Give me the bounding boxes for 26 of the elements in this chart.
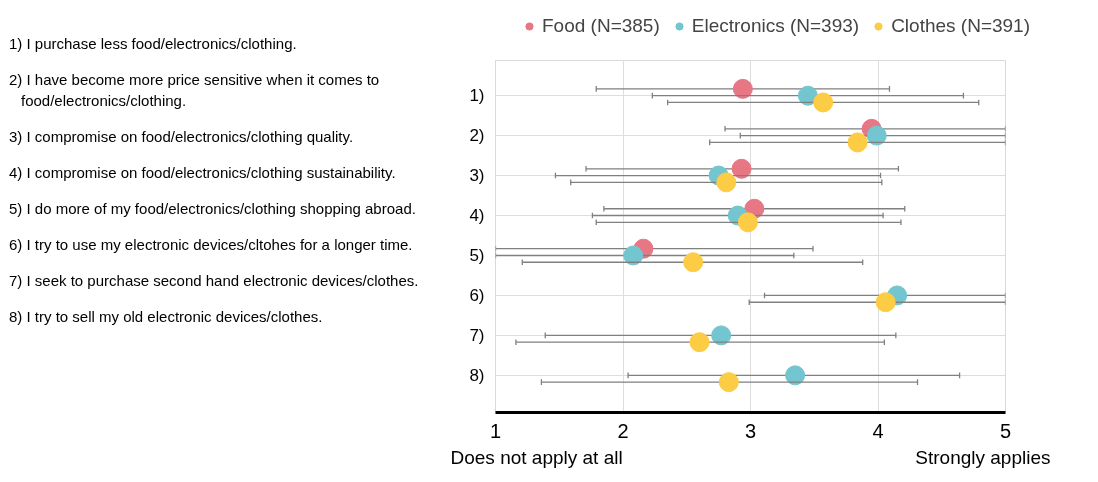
text: Does not apply at all <box>450 446 623 468</box>
text: 1) I purchase less food/electronics/clothing. <box>9 34 298 54</box>
text: 3) I compromise on food/electronics/clothing quality. <box>9 127 355 147</box>
x-tick-label: 2 <box>617 419 629 442</box>
text: 5) I do more of my food/electronics/clothing shopping abroad. <box>9 199 417 219</box>
y-tick-label: 5) <box>469 245 485 265</box>
y-tick-label: 2) <box>469 126 485 146</box>
x-tick-label: 1 <box>489 419 502 442</box>
y-tick-label: 1) <box>469 86 485 106</box>
y-tick-label: 4) <box>469 206 485 226</box>
text: 4) I compromise on food/electronics/clothing sustainability. <box>9 163 397 183</box>
text: 6) I try to use my electronic devices/cltohes for a longer time. <box>9 235 414 255</box>
legend-label: Electronics (N=393) <box>691 15 860 37</box>
text: 8) I try to sell my old electronic devices/clothes. <box>9 307 324 327</box>
legend-label: Clothes (N=391) <box>891 15 1031 37</box>
text: 7) I seek to purchase second hand electronic devices/clothes. <box>9 271 420 291</box>
y-tick-label: 8) <box>469 365 485 385</box>
text: Strongly applies <box>915 446 1051 468</box>
x-tick-label: 5 <box>999 419 1012 442</box>
y-tick-label: 7) <box>469 325 485 345</box>
legend-label: Food (N=385) <box>541 15 660 37</box>
x-tick-label: 4 <box>872 419 884 442</box>
y-tick-label: 6) <box>469 285 485 305</box>
text: 2) I have become more price sensitive when it comes to food/electronics/clothing. <box>9 70 381 111</box>
x-tick-label: 3 <box>744 419 757 442</box>
y-tick-label: 3) <box>469 166 485 186</box>
